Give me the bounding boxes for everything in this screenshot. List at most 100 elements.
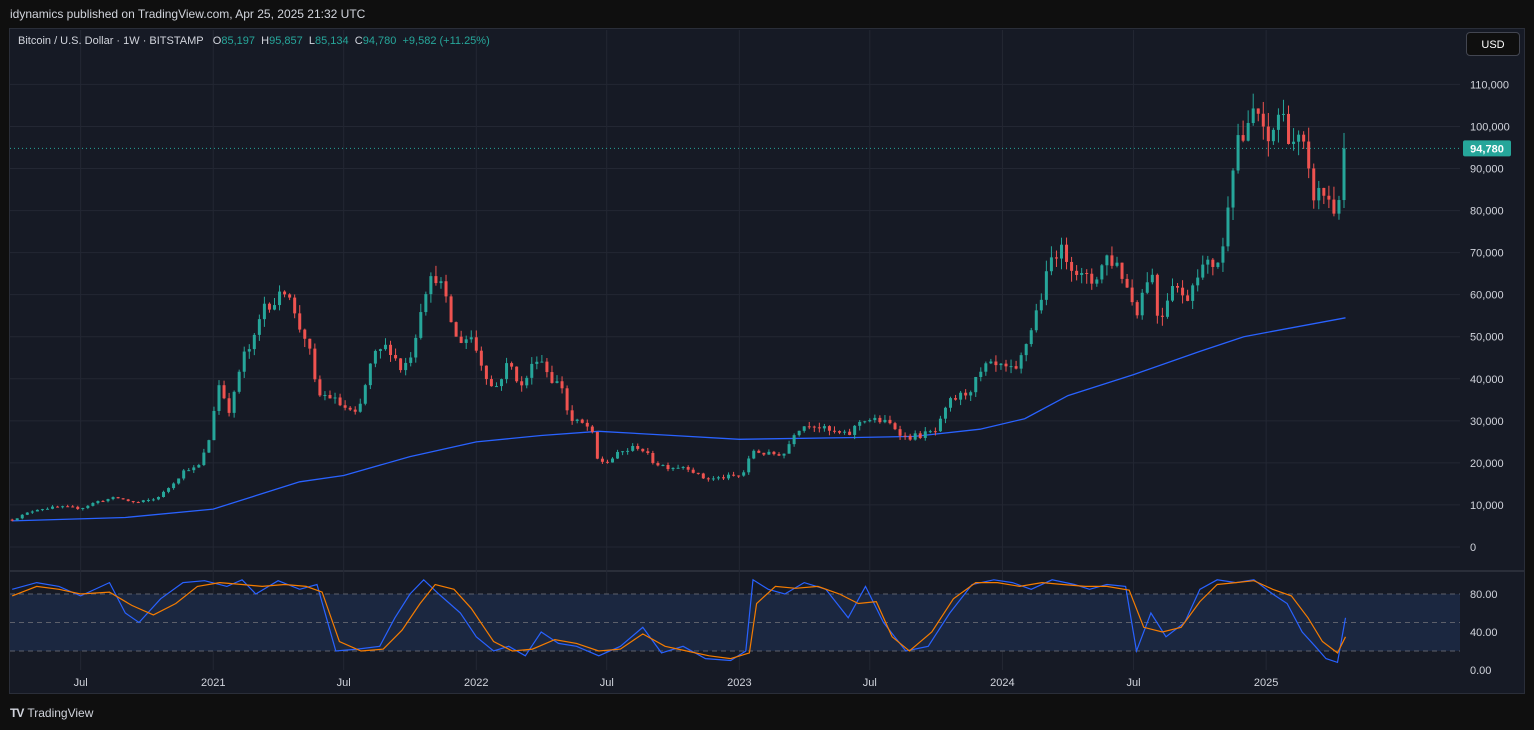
candle-body (802, 426, 806, 431)
candle-body (489, 379, 493, 387)
candle-body (747, 458, 751, 473)
candle-body (419, 312, 423, 338)
y-tick-label: 10,000 (1470, 500, 1504, 512)
candle-body (505, 363, 509, 380)
candle-body (843, 431, 847, 433)
candle-body (414, 337, 418, 358)
grid-layer (10, 30, 1524, 670)
candle-body (293, 297, 297, 314)
candle-body (106, 499, 110, 502)
currency-button[interactable]: USD (1466, 32, 1520, 56)
last-price-label: 94,780 (1470, 143, 1504, 155)
candle-body (333, 397, 337, 399)
candle-body (56, 506, 60, 508)
candle-body (636, 446, 640, 449)
candle-body (1019, 355, 1023, 369)
candle-body (595, 431, 599, 459)
candle-body (863, 421, 867, 423)
candle-body (1150, 274, 1154, 283)
y-tick-label: 70,000 (1470, 248, 1504, 260)
low-value: 85,134 (314, 35, 349, 47)
y-tick-label: 110,000 (1470, 79, 1509, 91)
candle-body (424, 294, 428, 313)
candle-body (1201, 264, 1205, 278)
candle-body (888, 419, 892, 424)
candle-body (45, 508, 49, 510)
candle-body (545, 361, 549, 373)
candle-body (525, 377, 529, 386)
footer-brand[interactable]: TV TradingView (10, 703, 93, 723)
candle-body (303, 329, 307, 339)
candle-body (378, 349, 382, 351)
candle-body (721, 477, 725, 479)
y-tick-label: 100,000 (1470, 121, 1510, 133)
candle-body (954, 398, 958, 400)
candle-body (969, 392, 973, 396)
candle-body (535, 361, 539, 364)
x-tick-label: 2021 (201, 677, 225, 689)
candle-body (1080, 273, 1084, 275)
x-tick-label: 2025 (1254, 677, 1278, 689)
candle-body (772, 451, 776, 455)
y-tick-label: 50,000 (1470, 332, 1504, 344)
candle-body (938, 418, 942, 432)
candle-body (1039, 299, 1043, 311)
candle-body (1241, 135, 1245, 141)
stochastic-band (10, 593, 1460, 652)
candle-body (737, 475, 741, 477)
last-price-badge (1463, 140, 1511, 157)
candle-body (126, 499, 130, 502)
oscillator-tick-label: 40.00 (1470, 627, 1498, 639)
candle-body (777, 454, 781, 456)
candle-body (923, 431, 927, 438)
candle-body (918, 433, 922, 438)
x-tick-label: 2023 (727, 677, 751, 689)
candle-body (1191, 285, 1195, 301)
candle-body (1181, 287, 1185, 296)
candle-body (1004, 363, 1008, 367)
candle-body (959, 392, 963, 400)
candle-body (389, 344, 393, 356)
candle-body (1196, 277, 1200, 286)
candle-body (116, 497, 120, 499)
candle-body (641, 448, 645, 452)
candle-body (66, 506, 70, 508)
candle-body (1100, 265, 1104, 280)
candle-body (172, 483, 176, 489)
publisher-header: idynamics published on TradingView.com, … (10, 7, 366, 21)
candle-body (1049, 257, 1053, 272)
candle-body (1317, 187, 1321, 201)
candle-body (600, 458, 604, 462)
candle-body (873, 417, 877, 421)
candle-body (999, 363, 1003, 366)
candle-body (666, 465, 670, 470)
candle-body (1170, 286, 1174, 301)
symbol-legend: Bitcoin / U.S. Dollar · 1W · BITSTAMP O8… (18, 35, 490, 47)
candle-body (101, 501, 105, 503)
candle-body (30, 511, 34, 513)
candle-body (1281, 113, 1285, 115)
candle-body (742, 472, 746, 476)
candle-body (585, 422, 589, 427)
candle-body (146, 500, 150, 502)
x-tick-label: Jul (74, 677, 88, 689)
candle-body (611, 458, 615, 463)
low-label: L (308, 35, 315, 47)
candle-body (626, 450, 630, 452)
candle-body (832, 430, 836, 432)
candle-body (202, 452, 206, 465)
candle-body (1044, 271, 1048, 300)
candle-body (1302, 134, 1306, 142)
brand-name: TradingView (27, 706, 94, 720)
candle-body (530, 363, 534, 378)
candle-body (1024, 344, 1028, 356)
y-tick-label: 30,000 (1470, 416, 1504, 428)
candle-body (167, 488, 171, 492)
candles-layer (10, 93, 1346, 522)
candle-body (1034, 310, 1038, 331)
candle-body (555, 381, 559, 383)
candle-body (817, 427, 821, 429)
candle-body (454, 322, 458, 337)
candle-body (247, 349, 251, 352)
